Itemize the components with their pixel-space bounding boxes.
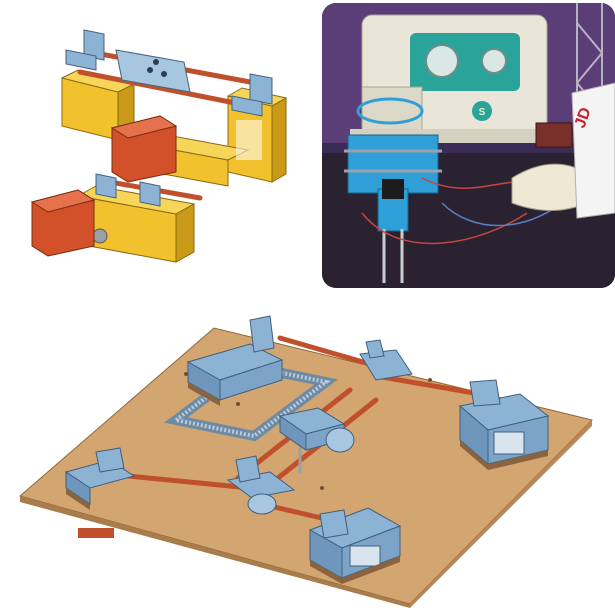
- yellow-front-bracket: [76, 185, 196, 263]
- cad-xy-mechanism-drawing: [30, 29, 288, 263]
- cad-xy-mechanism-render: [0, 0, 300, 290]
- sewing-machine-photo-drawing: S JD: [322, 3, 615, 288]
- cad-baseplate-drawing: [18, 315, 593, 608]
- sign-board: JD: [571, 82, 615, 219]
- blue-embroidery-attachment: [344, 97, 442, 283]
- sign-lettering: JD: [572, 105, 595, 130]
- sewing-machine-body: S: [350, 14, 560, 143]
- blue-part-blocks: [64, 315, 550, 579]
- board-holes: [184, 372, 432, 490]
- under-board-motor: [78, 528, 114, 538]
- blue-rod-clamps: [65, 29, 273, 207]
- tan-base-board: [18, 327, 593, 608]
- machine-badge: S: [479, 107, 486, 118]
- brown-spacer-layers: [66, 382, 548, 584]
- orange-stepper-motors: [30, 115, 178, 257]
- cad-baseplate-render: [0, 300, 615, 608]
- sewing-machine-photo: S JD: [322, 3, 615, 288]
- controller-box: [511, 122, 588, 211]
